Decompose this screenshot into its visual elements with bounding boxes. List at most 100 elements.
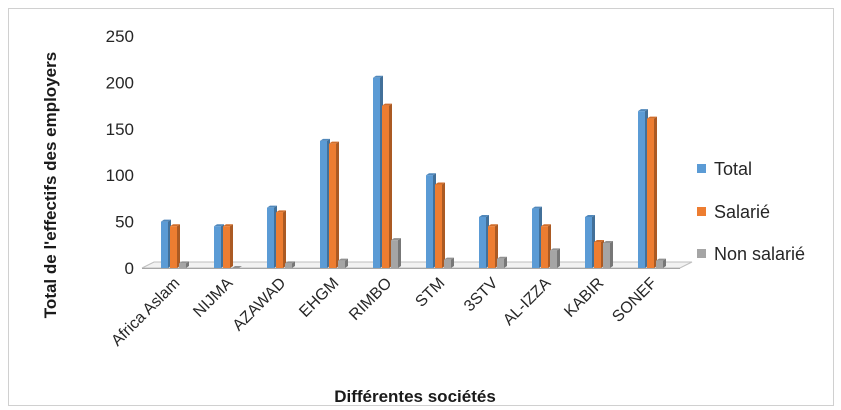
bar-front xyxy=(373,77,380,268)
bar xyxy=(320,138,330,268)
bar-side xyxy=(504,256,507,268)
bar-top xyxy=(585,214,595,217)
x-category-label: KABIR xyxy=(561,275,607,321)
bar-top xyxy=(426,173,436,176)
legend: Total Salarié Non salarié xyxy=(697,159,805,264)
bar-side xyxy=(186,261,189,268)
x-category-label: AL-IZZA xyxy=(500,275,554,329)
legend-swatch xyxy=(697,164,706,173)
y-tick-label: 0 xyxy=(125,259,134,278)
y-axis: 0 50 100 150 200 250 xyxy=(106,27,134,278)
bar xyxy=(444,257,454,268)
bar-front xyxy=(329,143,336,268)
bar-side xyxy=(283,210,286,268)
bar-top xyxy=(373,75,383,78)
bar xyxy=(550,248,560,268)
bar-front xyxy=(638,111,645,268)
bar-side xyxy=(230,224,233,268)
bar xyxy=(329,141,339,268)
bar-side xyxy=(336,141,339,268)
bar-top xyxy=(338,258,348,261)
y-axis-title: Total de l'effectifs des employers xyxy=(41,52,60,318)
bar xyxy=(594,240,604,268)
bar-top xyxy=(320,138,330,141)
bar-top xyxy=(267,205,277,208)
bar xyxy=(497,256,507,268)
bar-front xyxy=(647,118,654,268)
x-category-label: RIMBO xyxy=(346,275,395,324)
bar-top xyxy=(488,224,498,227)
bar xyxy=(223,224,233,268)
bar-top xyxy=(444,257,454,260)
bar-front xyxy=(179,263,186,268)
x-category-label: AZAWAD xyxy=(230,275,290,335)
bar-front xyxy=(426,175,433,268)
bar-front xyxy=(214,226,221,268)
bar xyxy=(603,240,613,268)
bar-front xyxy=(594,242,601,268)
bar-front xyxy=(435,184,442,268)
bar xyxy=(338,258,348,268)
bar-front xyxy=(550,250,557,268)
bar-top xyxy=(232,266,242,268)
bar-side xyxy=(442,182,445,268)
bar-front xyxy=(161,221,168,268)
bar xyxy=(435,182,445,268)
bar-side xyxy=(389,103,392,268)
x-category-label: SONEF xyxy=(609,275,660,326)
bar-side xyxy=(557,248,560,268)
bar xyxy=(161,219,171,268)
bar xyxy=(647,116,657,268)
bar-front xyxy=(276,212,283,268)
bar-front xyxy=(267,207,274,268)
bar-top xyxy=(329,141,339,144)
legend-label: Non salarié xyxy=(714,244,805,264)
bar xyxy=(488,224,498,268)
y-tick-label: 100 xyxy=(106,166,134,185)
bar-top xyxy=(382,103,392,106)
bar-top xyxy=(497,256,507,259)
bar-front xyxy=(170,226,177,268)
bar xyxy=(170,224,180,268)
bar-front xyxy=(320,140,327,268)
bar xyxy=(373,75,383,268)
bar-side xyxy=(345,258,348,268)
x-category-label: STM xyxy=(412,275,448,311)
bar-front xyxy=(497,258,504,268)
bar xyxy=(179,261,189,268)
x-category-label: NIJMA xyxy=(190,275,236,321)
bar xyxy=(541,224,551,268)
bar-front xyxy=(541,226,548,268)
legend-swatch xyxy=(697,249,706,258)
bar-front xyxy=(223,226,230,268)
bar-top xyxy=(179,261,189,264)
bar-top xyxy=(391,238,401,241)
x-category-label: 3STV xyxy=(461,275,502,316)
bar xyxy=(391,238,401,268)
bar-side xyxy=(610,240,613,268)
bar-top xyxy=(214,224,224,227)
y-tick-label: 250 xyxy=(106,27,134,46)
bar-side xyxy=(654,116,657,268)
bar-front xyxy=(585,216,592,268)
bar-front xyxy=(603,242,610,268)
x-category-label: Africa Aslam xyxy=(108,275,183,350)
bar-top xyxy=(532,206,542,209)
legend-label: Salarié xyxy=(714,202,770,222)
bar xyxy=(276,210,286,268)
bar xyxy=(532,206,542,268)
y-tick-label: 150 xyxy=(106,120,134,139)
bar-side xyxy=(451,257,454,268)
bar-top xyxy=(638,109,648,112)
bar xyxy=(285,261,295,268)
bar xyxy=(656,258,666,268)
bar-top xyxy=(550,248,560,251)
bar-top xyxy=(170,224,180,227)
bar-top xyxy=(285,261,295,264)
bar-top xyxy=(276,210,286,213)
bar-side xyxy=(398,238,401,268)
bar-top xyxy=(656,258,666,261)
bar-top xyxy=(594,240,604,243)
bar-front xyxy=(656,260,663,268)
